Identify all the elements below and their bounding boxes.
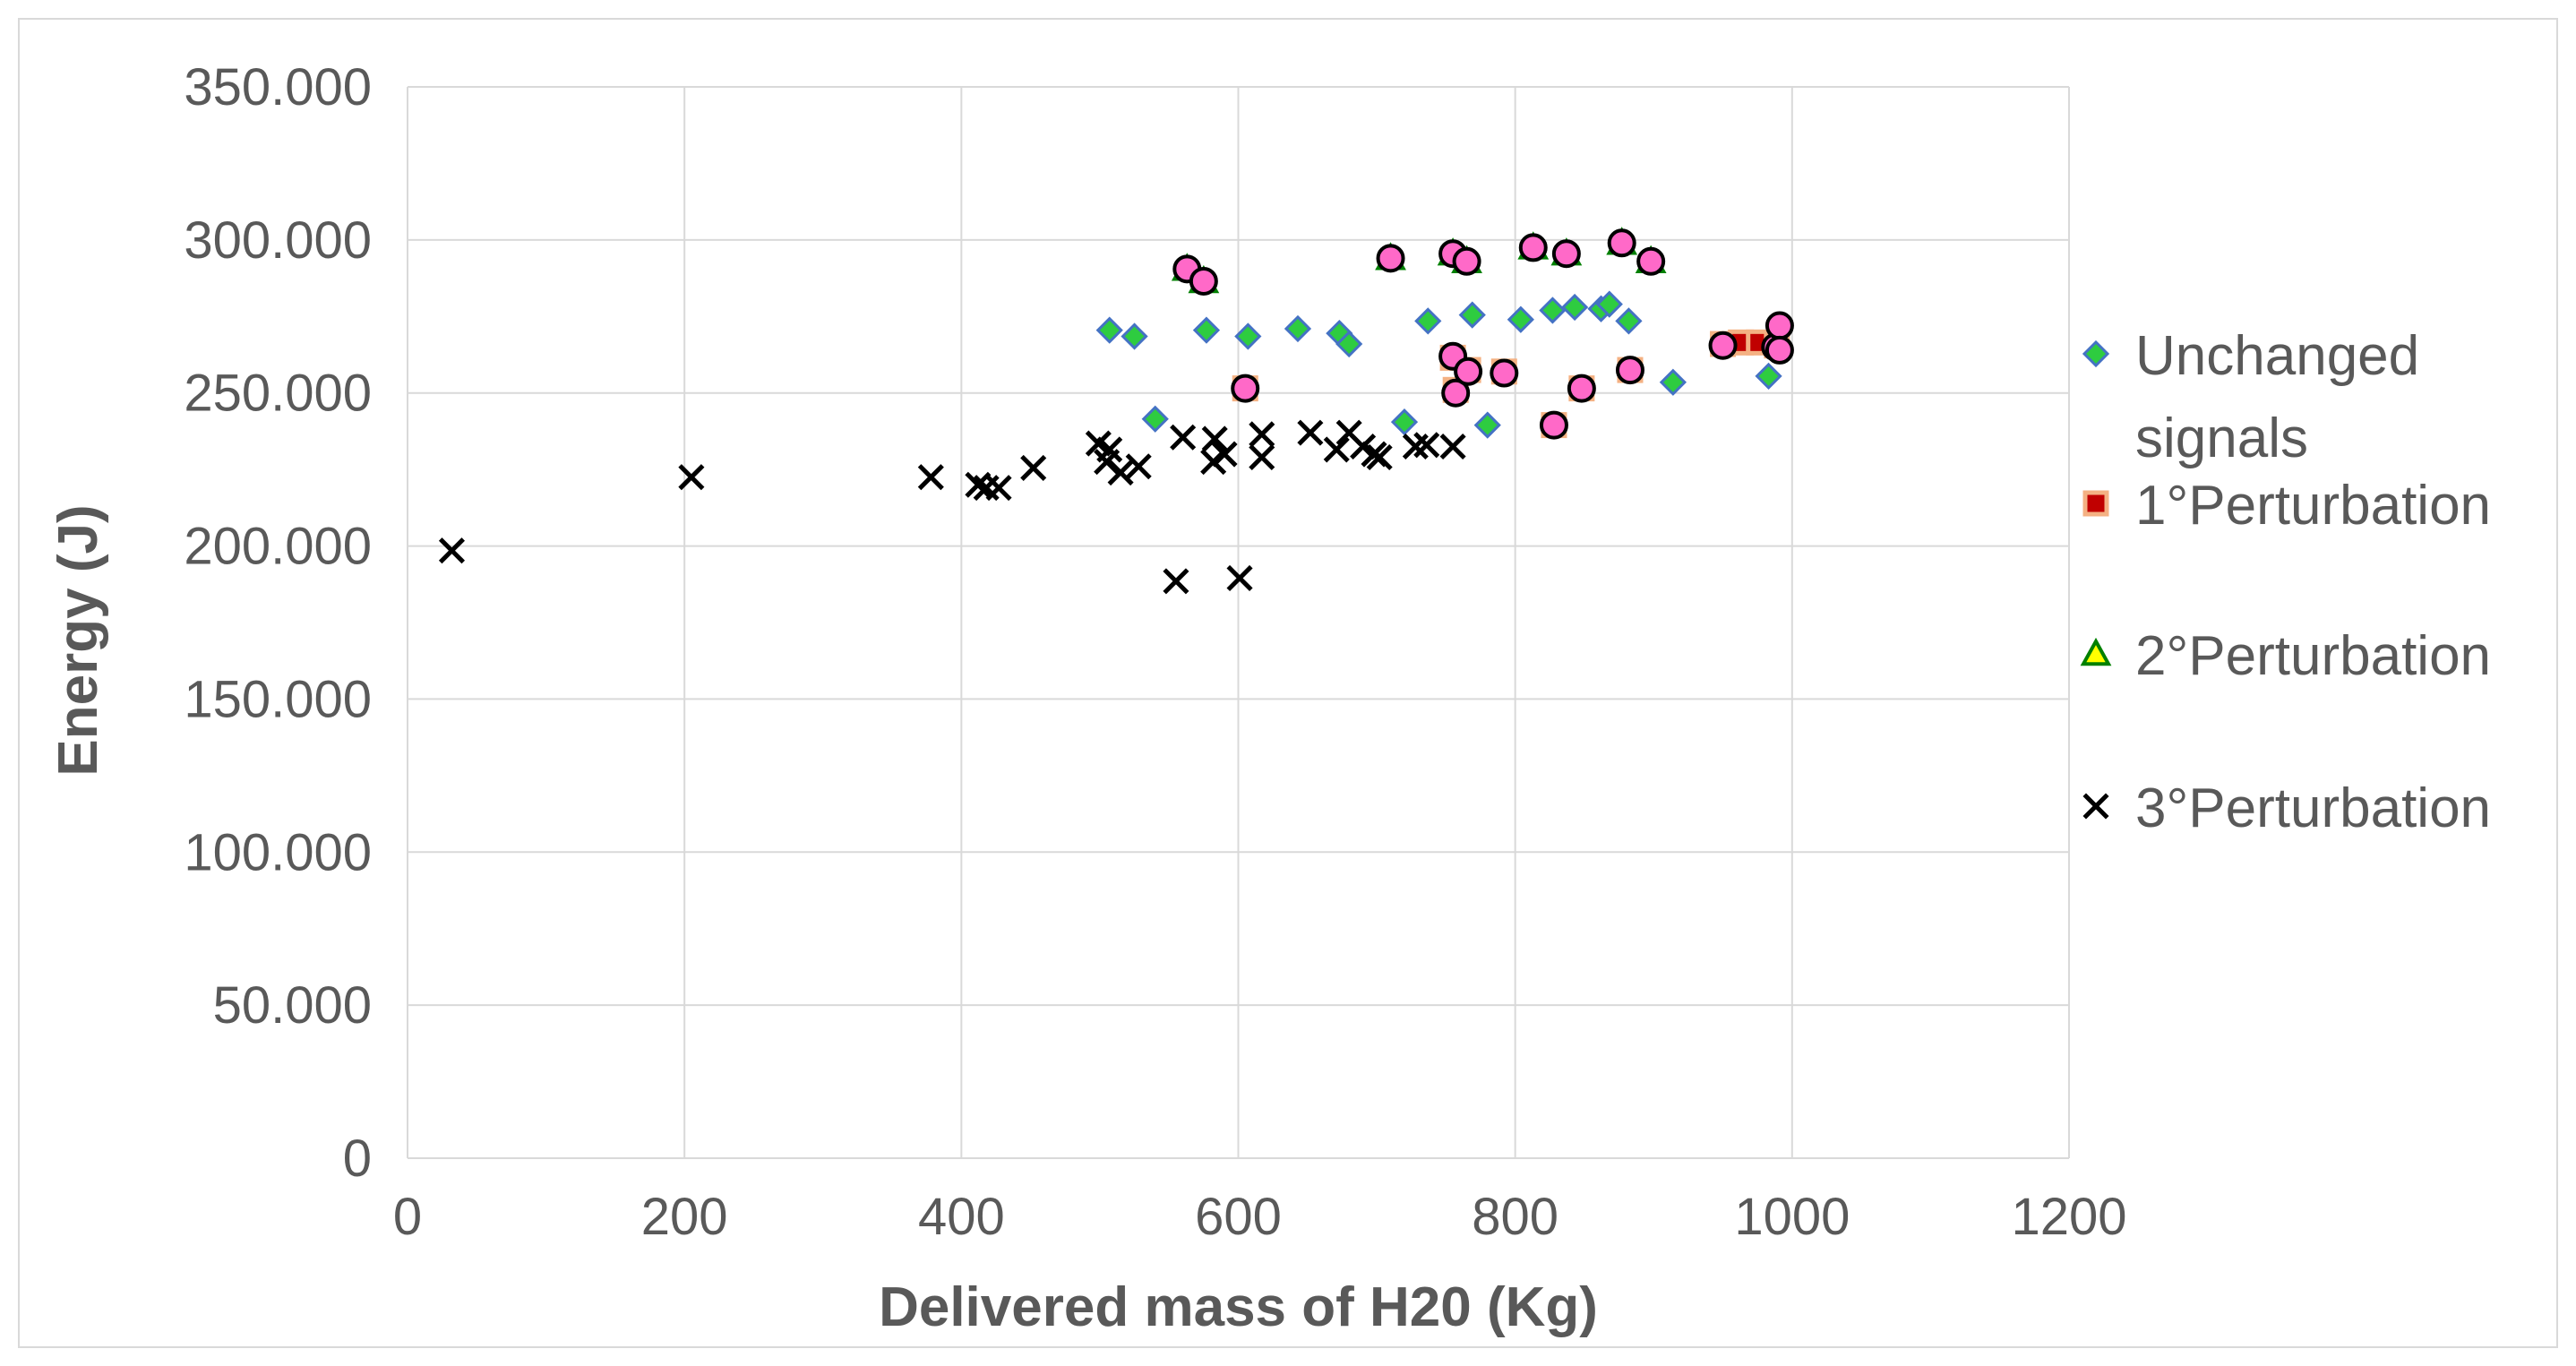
data-point xyxy=(1211,441,1238,468)
data-point xyxy=(1518,233,1548,262)
legend-item: Unchanged signals xyxy=(2082,325,2419,469)
y-tick-label: 250.000 xyxy=(184,365,372,423)
x-axis-title: Delivered mass of H20 (Kg) xyxy=(879,1276,1598,1338)
data-point xyxy=(1226,564,1253,591)
series-3-perturbation xyxy=(438,419,1466,595)
data-point xyxy=(1490,358,1519,388)
y-tick-label: 200.000 xyxy=(184,518,372,576)
data-point xyxy=(438,537,466,564)
data-point xyxy=(1390,408,1419,436)
data-point xyxy=(1636,246,1666,276)
data-point xyxy=(1249,443,1275,471)
data-point xyxy=(1170,424,1197,451)
data-point xyxy=(1441,378,1471,408)
data-point xyxy=(1615,356,1644,385)
data-point xyxy=(1200,449,1227,476)
data-point xyxy=(1366,443,1393,471)
legend-item: 3°Perturbation xyxy=(2082,778,2491,839)
gridlines xyxy=(407,86,2070,1159)
legend-label: 3°Perturbation xyxy=(2135,778,2491,839)
y-tick-label: 150.000 xyxy=(184,670,372,728)
data-point xyxy=(1192,316,1221,344)
y-tick-label: 100.000 xyxy=(184,823,372,881)
data-point xyxy=(1567,374,1596,403)
data-point xyxy=(1297,419,1324,446)
data-point xyxy=(1595,290,1623,318)
data-point xyxy=(1020,454,1047,481)
data-point xyxy=(1121,322,1148,350)
x-tick-label: 1000 xyxy=(1734,1188,1850,1246)
x-tick-label: 200 xyxy=(641,1188,728,1246)
data-point xyxy=(1231,374,1260,403)
data-point xyxy=(1507,305,1534,333)
data-point xyxy=(1765,311,1794,340)
x-tick-label: 1200 xyxy=(2011,1188,2126,1246)
data-point xyxy=(1095,316,1123,344)
data-point xyxy=(1454,357,1483,386)
x-axis-ticks: 0 200 400 600 800 1000 1200 xyxy=(393,1188,2127,1246)
data-point xyxy=(1096,436,1123,463)
legend-marker xyxy=(2082,793,2109,820)
data-point xyxy=(1335,330,1363,358)
legend-label: Unchanged xyxy=(2135,325,2419,387)
data-point xyxy=(1615,307,1643,335)
data-point xyxy=(1458,301,1486,329)
data-point xyxy=(1755,362,1782,391)
legend-marker xyxy=(2080,637,2112,666)
legend-marker xyxy=(2082,339,2110,368)
y-tick-label: 350.000 xyxy=(184,58,372,116)
y-tick-label: 50.000 xyxy=(213,976,372,1035)
data-point xyxy=(917,464,944,491)
legend-label: signals xyxy=(2135,408,2308,469)
data-point xyxy=(1452,246,1481,276)
legend-label: 2°Perturbation xyxy=(2135,625,2491,687)
x-tick-label: 600 xyxy=(1195,1188,1282,1246)
data-point xyxy=(1473,411,1501,439)
data-point xyxy=(1350,433,1377,460)
data-point xyxy=(1189,266,1218,296)
data-point xyxy=(1561,293,1589,322)
data-point xyxy=(1125,453,1152,480)
data-point xyxy=(1249,421,1275,448)
data-point xyxy=(1413,432,1440,459)
data-point xyxy=(1539,410,1568,440)
data-point xyxy=(1107,460,1134,486)
data-point xyxy=(1163,568,1189,595)
data-point xyxy=(1284,314,1312,343)
data-point xyxy=(1607,228,1636,258)
legend-label: 1°Perturbation xyxy=(2135,475,2491,537)
x-tick-label: 400 xyxy=(918,1188,1005,1246)
data-point xyxy=(1414,307,1442,335)
series-unchanged-signals xyxy=(1095,290,1782,439)
data-point xyxy=(1765,335,1794,365)
data-point xyxy=(1539,296,1567,324)
y-axis-title: Energy (J) xyxy=(47,504,109,776)
legend-item: 1°Perturbation xyxy=(2082,475,2491,537)
data-point xyxy=(678,464,705,491)
data-point xyxy=(1201,425,1228,452)
data-point xyxy=(985,475,1012,502)
series-overlay xyxy=(1172,228,1794,440)
y-tick-label: 0 xyxy=(343,1130,372,1188)
x-tick-label: 0 xyxy=(393,1188,422,1246)
data-points xyxy=(438,227,1794,595)
data-point xyxy=(1659,368,1687,396)
data-point xyxy=(1085,430,1112,457)
data-point xyxy=(1376,244,1405,273)
data-point xyxy=(1234,322,1262,350)
x-tick-label: 800 xyxy=(1472,1188,1558,1246)
data-point xyxy=(1439,433,1466,460)
data-point xyxy=(1708,331,1738,360)
y-tick-label: 300.000 xyxy=(184,211,372,270)
data-point xyxy=(1141,405,1169,433)
data-point xyxy=(1551,239,1581,269)
legend-item: 2°Perturbation xyxy=(2080,625,2491,687)
data-point xyxy=(1323,436,1350,463)
y-axis-ticks: 0 50.000 100.000 150.000 200.000 250.000 300.0… xyxy=(184,58,372,1188)
legend-marker xyxy=(2082,490,2109,517)
